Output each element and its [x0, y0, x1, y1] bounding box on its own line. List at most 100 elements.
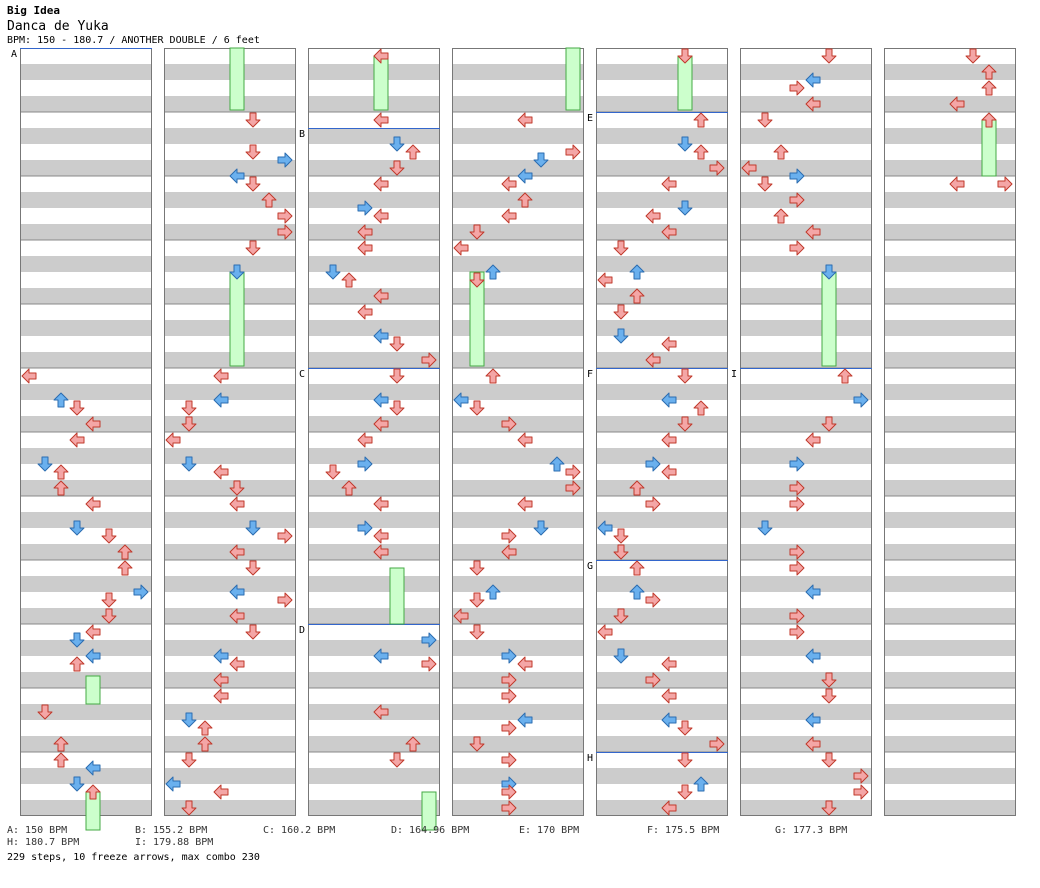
- step-arrow-l: [661, 800, 677, 816]
- arrow-shape: [213, 368, 229, 384]
- step-arrow-l: [85, 648, 101, 664]
- beat-stripe: [20, 736, 152, 752]
- arrow-shape: [805, 736, 821, 752]
- beat-stripe: [20, 544, 152, 560]
- step-arrow-l: [213, 648, 229, 664]
- step-arrow-l: [805, 432, 821, 448]
- bpm-marker-label: G: [587, 561, 593, 572]
- step-arrow-r: [997, 176, 1013, 192]
- arrow-shape: [645, 208, 661, 224]
- arrow-shape: [389, 160, 405, 176]
- beat-stripe: [596, 512, 728, 528]
- arrow-shape: [613, 304, 629, 320]
- arrow-shape: [133, 584, 149, 600]
- arrow-shape: [645, 496, 661, 512]
- step-arrow-r: [645, 456, 661, 472]
- beat-stripe: [164, 224, 296, 240]
- beat-stripe: [884, 704, 1016, 720]
- arrow-shape: [517, 656, 533, 672]
- bpm-legend-i: I: 179.88 BPM: [135, 837, 214, 848]
- step-arrow-r: [565, 144, 581, 160]
- bpm-legend-d: D: 164.96 BPM: [391, 825, 470, 836]
- freeze-arrow: [85, 675, 101, 705]
- beat-stripe: [596, 608, 728, 624]
- arrow-shape: [229, 480, 245, 496]
- beat-stripe: [308, 128, 440, 144]
- beat-stripe: [740, 64, 872, 80]
- beat-stripe: [596, 416, 728, 432]
- step-arrow-r: [501, 416, 517, 432]
- arrow-shape: [613, 648, 629, 664]
- step-arrow-u: [773, 208, 789, 224]
- arrow-shape: [261, 192, 277, 208]
- beat-stripe: [308, 768, 440, 784]
- artist-title: Big Idea: [7, 4, 60, 17]
- arrow-shape: [565, 464, 581, 480]
- arrow-shape: [661, 336, 677, 352]
- arrow-shape: [485, 264, 501, 280]
- arrow-shape: [645, 352, 661, 368]
- step-arrow-d: [821, 416, 837, 432]
- step-arrow-r: [789, 168, 805, 184]
- beat-stripe: [884, 448, 1016, 464]
- step-arrow-l: [213, 672, 229, 688]
- bpm-legend-c: C: 160.2 BPM: [263, 825, 336, 836]
- step-arrow-l: [661, 432, 677, 448]
- step-arrow-d: [245, 144, 261, 160]
- arrow-shape: [693, 144, 709, 160]
- arrow-shape: [245, 144, 261, 160]
- arrow-shape: [597, 624, 613, 640]
- arrow-shape: [789, 544, 805, 560]
- arrow-shape: [421, 352, 437, 368]
- arrow-shape: [629, 264, 645, 280]
- arrow-shape: [469, 736, 485, 752]
- step-arrow-r: [277, 592, 293, 608]
- arrow-shape: [469, 224, 485, 240]
- arrow-shape: [821, 672, 837, 688]
- step-arrow-l: [517, 496, 533, 512]
- freeze-arrow: [229, 271, 245, 367]
- column-border: [740, 48, 872, 816]
- beat-stripe: [596, 544, 728, 560]
- arrow-shape: [853, 784, 869, 800]
- beat-stripe: [740, 512, 872, 528]
- arrow-shape: [997, 176, 1013, 192]
- beat-stripe: [452, 608, 584, 624]
- step-arrow-l: [949, 176, 965, 192]
- arrow-shape: [373, 496, 389, 512]
- arrow-shape: [805, 648, 821, 664]
- beat-stripe: [452, 544, 584, 560]
- arrow-shape: [245, 176, 261, 192]
- step-arrow-u: [53, 736, 69, 752]
- step-arrow-l: [213, 688, 229, 704]
- arrow-shape: [501, 416, 517, 432]
- arrow-shape: [677, 136, 693, 152]
- beat-stripe: [740, 480, 872, 496]
- step-arrow-d: [821, 688, 837, 704]
- step-arrow-d: [677, 752, 693, 768]
- arrow-shape: [789, 560, 805, 576]
- arrow-shape: [821, 48, 837, 64]
- arrow-shape: [613, 608, 629, 624]
- step-arrow-d: [325, 464, 341, 480]
- step-arrow-u: [629, 560, 645, 576]
- step-arrow-r: [853, 768, 869, 784]
- arrow-shape: [501, 800, 517, 816]
- beat-stripe: [884, 416, 1016, 432]
- arrow-shape: [501, 544, 517, 560]
- beat-stripe: [740, 160, 872, 176]
- step-arrow-d: [101, 528, 117, 544]
- beat-stripe: [308, 448, 440, 464]
- beat-stripe: [308, 224, 440, 240]
- beat-stripe: [884, 544, 1016, 560]
- arrow-shape: [789, 168, 805, 184]
- step-arrow-u: [117, 560, 133, 576]
- beat-stripe: [164, 448, 296, 464]
- step-arrow-u: [53, 464, 69, 480]
- beat-stripe: [452, 640, 584, 656]
- arrow-shape: [357, 520, 373, 536]
- step-arrow-r: [789, 544, 805, 560]
- arrow-shape: [501, 208, 517, 224]
- beat-stripe: [884, 576, 1016, 592]
- beat-stripe: [308, 480, 440, 496]
